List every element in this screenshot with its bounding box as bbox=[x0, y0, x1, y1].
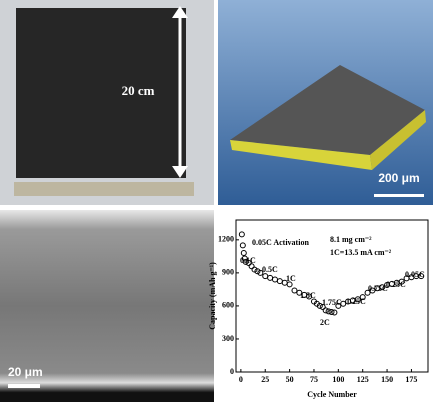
data-point bbox=[354, 296, 361, 303]
data-point bbox=[328, 308, 335, 315]
y-axis-label: Capacity (mAh g⁻¹) bbox=[208, 262, 217, 330]
x-tick-label: 125 bbox=[357, 375, 369, 384]
x-tick-label: 0 bbox=[239, 375, 243, 384]
data-point bbox=[239, 242, 246, 249]
data-point bbox=[364, 289, 371, 296]
y-tick-label: 0 bbox=[230, 367, 234, 376]
scale-label: 20 μm bbox=[8, 365, 43, 379]
data-point bbox=[267, 274, 274, 281]
x-tick-label: 100 bbox=[332, 375, 344, 384]
x-tick-label: 50 bbox=[286, 375, 294, 384]
data-point bbox=[241, 255, 248, 262]
data-point bbox=[248, 263, 255, 270]
data-point bbox=[238, 231, 245, 238]
render-panel: 200 μm bbox=[218, 0, 433, 205]
data-point bbox=[319, 304, 326, 311]
data-point bbox=[418, 273, 425, 280]
plot-frame bbox=[235, 219, 429, 373]
data-point bbox=[335, 302, 342, 309]
annotation: 0.05C Activation bbox=[252, 238, 309, 247]
data-point bbox=[306, 293, 313, 300]
data-point bbox=[262, 273, 269, 280]
data-point bbox=[322, 307, 329, 314]
data-point bbox=[369, 287, 376, 294]
photo-label: 20 cm bbox=[122, 83, 155, 98]
data-point bbox=[316, 302, 323, 309]
data-point bbox=[257, 269, 264, 276]
data-point bbox=[359, 294, 366, 301]
annotation: 2C bbox=[320, 318, 330, 327]
data-point bbox=[296, 289, 303, 296]
x-tick-label: 75 bbox=[310, 375, 318, 384]
photo-panel: 20 cm bbox=[0, 0, 214, 205]
annotation: 1C=13.5 mA cm⁻² bbox=[330, 248, 392, 257]
data-point bbox=[325, 308, 332, 315]
x-tick-label: 175 bbox=[405, 375, 417, 384]
annotation: 0.5C bbox=[262, 265, 278, 274]
y-tick-label: 300 bbox=[222, 334, 234, 343]
data-point bbox=[240, 250, 247, 257]
data-point bbox=[242, 258, 249, 265]
data-point bbox=[286, 281, 293, 288]
y-tick-label: 900 bbox=[222, 268, 234, 277]
data-point bbox=[331, 309, 338, 316]
x-tick-label: 25 bbox=[261, 375, 269, 384]
annotation: 0.75C bbox=[368, 284, 388, 293]
y-tick-label: 600 bbox=[222, 301, 234, 310]
data-point bbox=[276, 278, 283, 285]
data-point bbox=[340, 300, 347, 307]
chart-panel: Cycle Number Capacity (mAh g⁻¹) 0 25 50 75 1… bbox=[208, 219, 429, 399]
data-point bbox=[379, 284, 386, 291]
sem-panel: 20 μm bbox=[0, 210, 214, 402]
annotation: 8.1 mg cm⁻² bbox=[330, 235, 372, 244]
data-point bbox=[291, 287, 298, 294]
annotation: 1.75C bbox=[322, 298, 342, 307]
x-axis-label: Cycle Number bbox=[307, 390, 357, 399]
data-point bbox=[254, 268, 261, 275]
annotation: 0.25C bbox=[386, 280, 406, 289]
data-point bbox=[398, 278, 405, 285]
annotation: 1.5C bbox=[300, 291, 316, 300]
data-point bbox=[251, 266, 258, 273]
y-tick-label: 1200 bbox=[218, 235, 234, 244]
data-point bbox=[271, 276, 278, 283]
scale-label: 200 μm bbox=[378, 171, 419, 185]
x-tick-label: 150 bbox=[381, 375, 393, 384]
data-point bbox=[245, 259, 252, 266]
annotation: 1C bbox=[286, 274, 296, 283]
